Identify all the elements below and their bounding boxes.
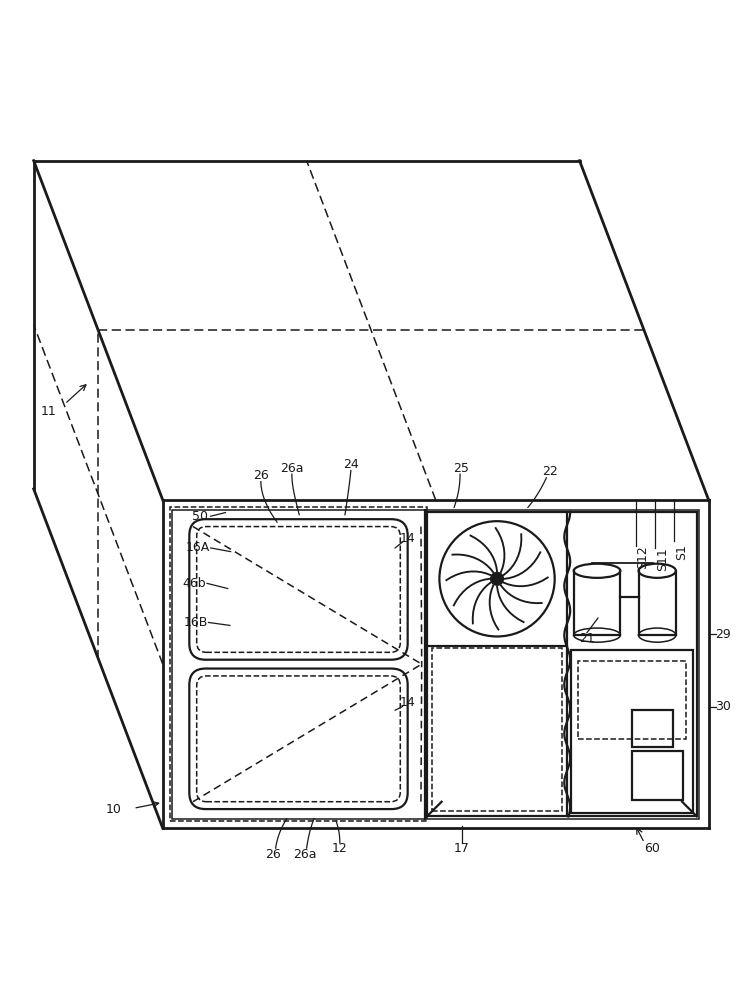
Text: 46b: 46b <box>183 577 207 590</box>
Bar <box>432 648 562 811</box>
Text: 25: 25 <box>454 462 469 475</box>
Text: 17: 17 <box>454 842 469 855</box>
Text: 26a: 26a <box>280 462 304 475</box>
Text: 11: 11 <box>40 405 56 418</box>
Text: 29: 29 <box>715 628 731 641</box>
Text: 24: 24 <box>343 458 359 471</box>
Text: 10: 10 <box>105 803 122 816</box>
Bar <box>578 661 686 739</box>
Bar <box>172 510 699 819</box>
Text: 60: 60 <box>644 842 659 855</box>
Bar <box>427 512 697 816</box>
Text: 21: 21 <box>579 632 595 645</box>
Bar <box>632 710 673 747</box>
Text: 30: 30 <box>715 700 731 713</box>
Text: 26a: 26a <box>293 848 317 861</box>
Text: S11: S11 <box>656 547 668 571</box>
Text: 16B: 16B <box>184 616 208 629</box>
Text: 12: 12 <box>332 842 348 855</box>
Text: 16A: 16A <box>186 541 210 554</box>
Text: 22: 22 <box>542 465 558 478</box>
Text: S12: S12 <box>636 546 650 569</box>
Circle shape <box>491 572 504 585</box>
Text: 26: 26 <box>266 848 281 861</box>
Text: 14: 14 <box>400 696 416 709</box>
Text: 14: 14 <box>400 532 416 545</box>
Text: 26: 26 <box>253 469 269 482</box>
Text: S1: S1 <box>675 544 688 560</box>
Bar <box>170 507 427 821</box>
Text: 50: 50 <box>192 510 207 523</box>
Bar <box>571 650 693 813</box>
Bar <box>632 751 683 800</box>
